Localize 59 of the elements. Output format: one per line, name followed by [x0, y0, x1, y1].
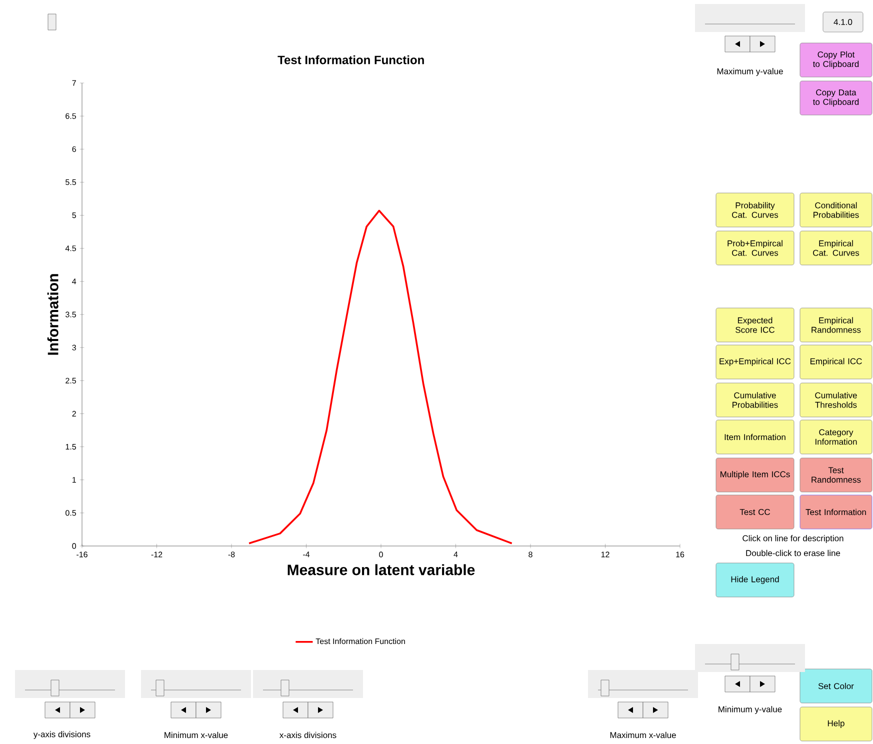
text: Test Information [806, 508, 866, 516]
y-tick-label: 3 [72, 344, 76, 350]
text: Copy Plot to Clipboard [812, 51, 859, 69]
x-tick-label: -12 [151, 552, 162, 558]
legend-label: Test Information Function [316, 638, 405, 644]
text: Category Information [816, 429, 857, 445]
x-tick-label: 12 [601, 552, 610, 558]
text: x-axis divisions [280, 732, 336, 738]
y-tick-label: 1 [72, 477, 76, 483]
x-tick-label: 4 [454, 552, 458, 558]
y-axis-title: Information [47, 274, 58, 355]
x-tick-label: 0 [379, 552, 383, 558]
y-tick-label: 0 [72, 543, 76, 549]
text: Minimum y-value [718, 706, 782, 714]
text: Cumulative Thresholds [815, 392, 857, 408]
text: Prob+Empircal Cat. Curves [728, 240, 782, 256]
y-tick-label: 5.5 [66, 179, 76, 186]
y-tick-label: 6.5 [66, 113, 76, 119]
y-tick-label: 5 [72, 212, 76, 218]
text: Multiple Item ICCs [720, 471, 790, 479]
chart-title: Test Information Function [278, 55, 424, 64]
y-tick-label: 6 [72, 146, 76, 152]
y-tick-label: 7 [72, 80, 76, 86]
x-tick-label: -16 [76, 552, 88, 558]
text: Help [828, 720, 844, 728]
text: Probability Cat. Curves [732, 202, 778, 218]
x-axis-title: Measure on latent variable [288, 564, 475, 576]
text: Maximum y-value [717, 68, 783, 76]
line-series [248, 210, 513, 544]
text: Double-click to erase line [746, 550, 840, 556]
text: Maximum x-value [610, 732, 676, 738]
y-tick-label: 2.5 [66, 378, 76, 384]
text: 4.1.0 [834, 18, 852, 26]
y-tick-label: 3.5 [66, 312, 76, 318]
text: y-axis divisions [33, 731, 90, 739]
y-tick-label: 0.5 [66, 510, 76, 516]
y-tick-label: 1.5 [66, 444, 76, 450]
text: Copy Data to Clipboard [812, 89, 859, 107]
x-tick-label: 8 [528, 552, 532, 558]
text: Conditional Probabilities [814, 202, 859, 218]
text: Minimum x-value [164, 732, 228, 738]
text: Empirical Cat. Curves [813, 240, 860, 256]
text: Set Color [818, 682, 854, 690]
text: Expected Score ICC [736, 317, 775, 333]
y-tick-label: 4 [72, 278, 76, 284]
text: Hide Legend [731, 576, 779, 584]
y-tick-label: 2 [72, 410, 76, 417]
y-tick-label: 4.5 [65, 246, 76, 252]
text: Test Randomness [812, 467, 861, 483]
text: Cumulative Probabilities [732, 392, 778, 408]
text: Item Information [724, 434, 786, 440]
text: Test CC [740, 508, 770, 515]
text: Empirical ICC [810, 358, 862, 366]
text: Exp+Empirical ICC [720, 358, 791, 366]
text: Empirical Randomness [812, 317, 861, 333]
text: Click on line for description [742, 535, 844, 543]
x-tick-label: -8 [228, 552, 235, 558]
x-tick-label: -4 [303, 552, 310, 558]
x-tick-label: 16 [676, 552, 684, 558]
